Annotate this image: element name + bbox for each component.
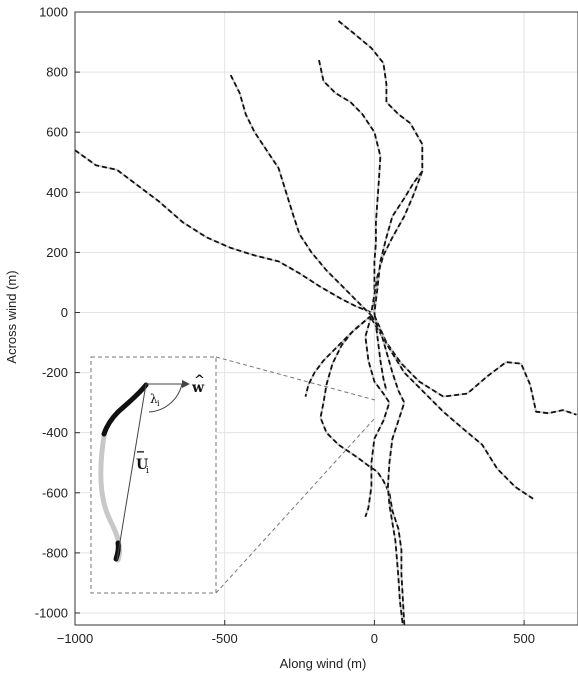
track-7: [319, 314, 406, 626]
track-8: [304, 314, 372, 397]
y-tick-label: 800: [46, 65, 68, 80]
lambda-arc: [148, 383, 183, 413]
plot-frame: [74, 11, 578, 626]
w-label: w: [191, 380, 205, 396]
x-axis-label: Along wind (m): [280, 656, 367, 671]
u-label: U: [136, 457, 148, 473]
inset-zoom: λ i ^ w _ U i: [90, 356, 376, 594]
y-tick-label: 400: [46, 185, 68, 200]
x-tick-label: 0: [371, 631, 378, 646]
u-bar-mark: _: [137, 437, 144, 453]
trajectory-tracks: [74, 20, 577, 626]
track-2: [318, 59, 382, 316]
inset-connector-top: [215, 356, 376, 401]
x-tick-label: 500: [513, 631, 535, 646]
track-underlay-6: [370, 318, 534, 500]
track-6: [370, 318, 534, 500]
x-tick-label: -500: [212, 631, 238, 646]
x-tick-labels: −1000 -500 0 500: [57, 631, 535, 646]
inset-connector-bottom: [215, 417, 376, 594]
y-tick-labels: 1000 800 600 400 200 0 -200 -400 -600 -800 -1000: [35, 5, 68, 621]
track-5: [373, 315, 577, 416]
axes: [74, 11, 578, 626]
track-underlay-5: [373, 315, 577, 416]
track-10: [370, 315, 406, 626]
track-underlay-2: [318, 59, 382, 316]
u-subscript: i: [146, 466, 149, 476]
lambda-subscript: i: [157, 399, 160, 408]
track-underlay-4: [373, 170, 424, 391]
y-tick-label: -200: [42, 365, 68, 380]
lambda-label: λ: [150, 392, 158, 406]
x-tick-label: −1000: [57, 631, 94, 646]
track-underlay-1: [229, 74, 373, 317]
track-1: [229, 74, 373, 317]
inset-trajectory-dark: [101, 382, 149, 437]
y-tick-label: 0: [61, 305, 68, 320]
track-4: [373, 170, 424, 391]
y-axis-label: Across wind (m): [4, 270, 19, 363]
track-underlay-7: [319, 314, 406, 626]
y-tick-label: -800: [42, 545, 68, 560]
y-tick-label: -600: [42, 485, 68, 500]
u-vector-line: [116, 383, 147, 561]
y-tick-label: -1000: [35, 605, 68, 620]
w-arrowhead-icon: [182, 380, 190, 388]
y-tick-label: 1000: [39, 5, 68, 20]
track-underlay-8: [304, 314, 372, 397]
track-3: [337, 20, 424, 313]
inset-frame: [90, 356, 217, 594]
y-tick-label: 600: [46, 125, 68, 140]
track-0: [74, 149, 372, 314]
w-hat-mark: ^: [194, 373, 205, 388]
y-tick-label: 200: [46, 245, 68, 260]
track-underlay-0: [74, 149, 372, 314]
y-tick-label: -400: [42, 425, 68, 440]
track-9: [364, 315, 391, 518]
